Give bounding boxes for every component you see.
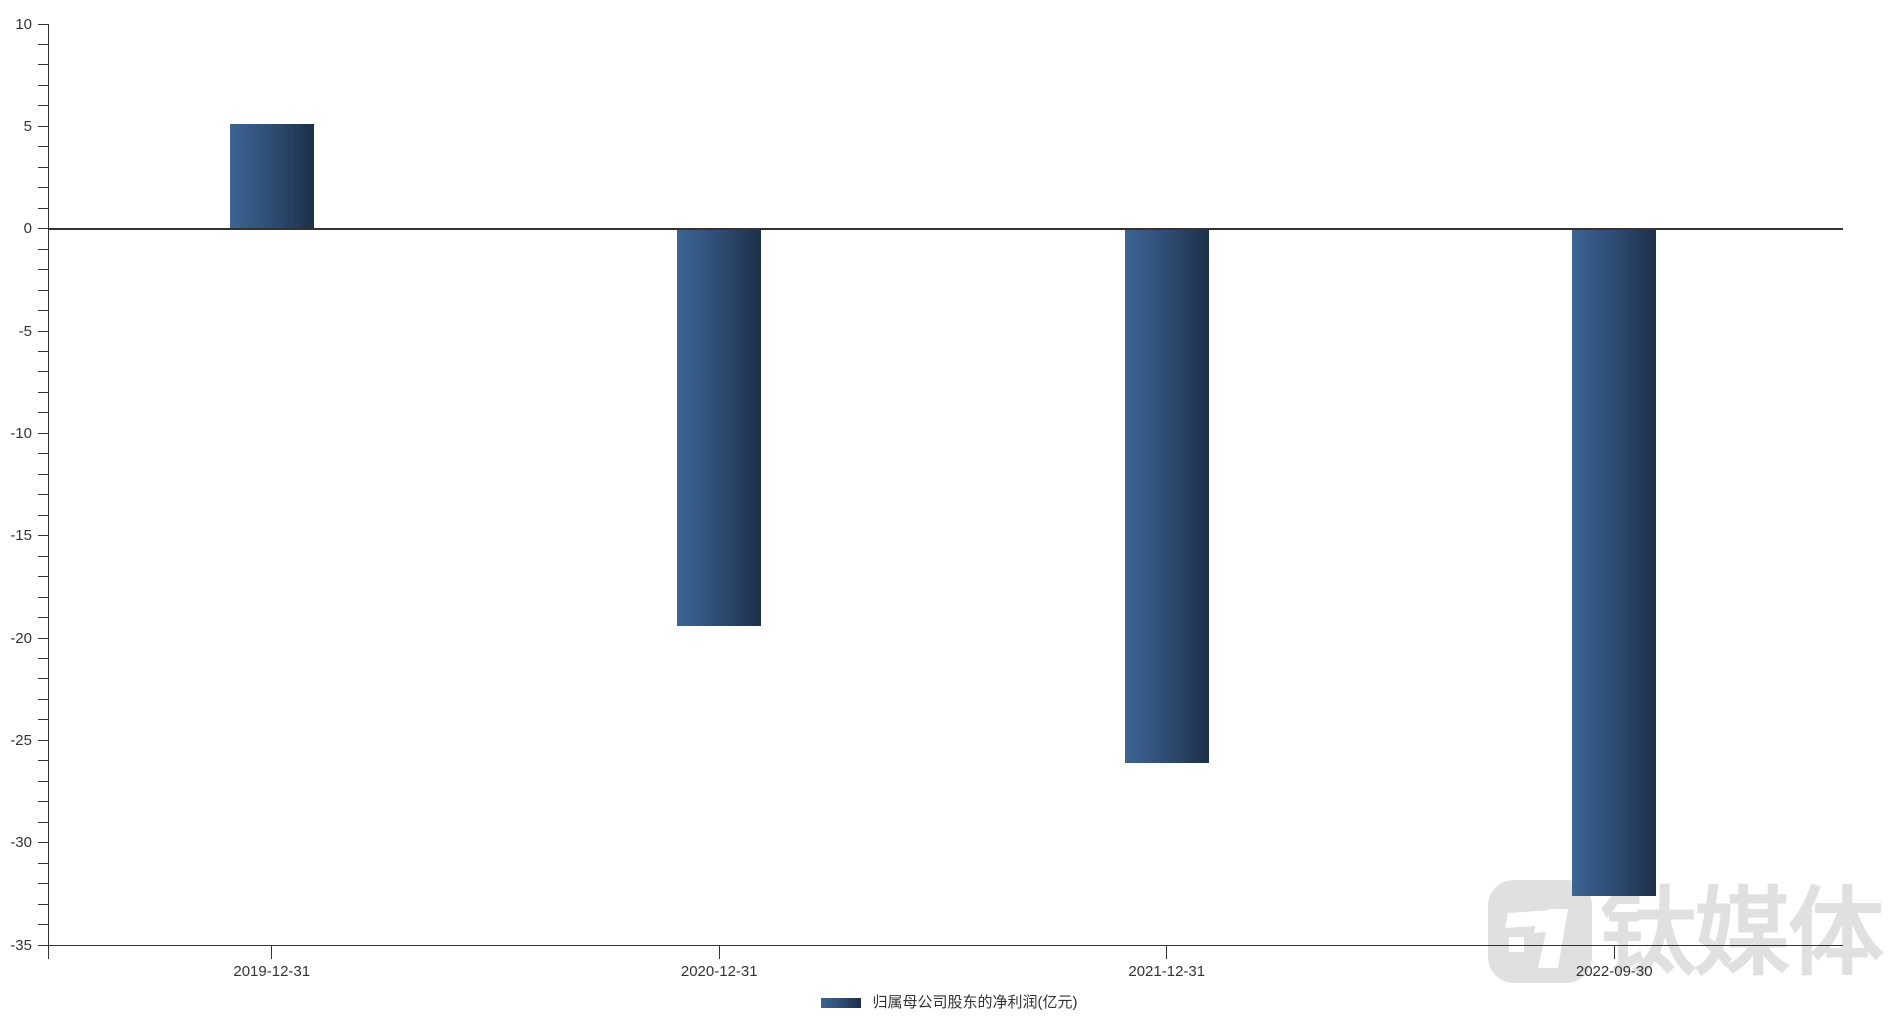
y-tick — [38, 555, 48, 557]
y-tick — [38, 350, 48, 352]
y-tick — [38, 657, 48, 659]
y-axis-label: -30 — [10, 834, 32, 852]
y-tick — [38, 739, 48, 741]
y-axis-label: -5 — [18, 322, 32, 340]
y-tick — [38, 596, 48, 598]
y-tick — [38, 617, 48, 619]
y-tick — [38, 801, 48, 803]
y-tick — [38, 924, 48, 926]
y-tick — [38, 576, 48, 578]
y-axis-label: -35 — [10, 936, 32, 954]
y-tick — [38, 289, 48, 291]
y-tick — [38, 637, 48, 639]
y-tick — [38, 535, 48, 537]
x-tick — [1166, 945, 1168, 959]
y-tick — [38, 84, 48, 86]
y-tick — [38, 23, 48, 25]
y-tick — [38, 412, 48, 414]
y-axis-label: 5 — [23, 117, 32, 135]
x-axis-label: 2019-12-31 — [233, 963, 311, 980]
y-tick — [38, 228, 48, 230]
y-axis-label: -25 — [10, 731, 32, 749]
y-tick — [38, 371, 48, 373]
x-axis-label: 2020-12-31 — [680, 963, 758, 980]
y-tick — [38, 43, 48, 45]
bar-2021-12-31[interactable] — [1124, 228, 1209, 763]
y-tick — [38, 719, 48, 721]
y-tick — [38, 903, 48, 905]
legend-swatch — [820, 998, 861, 1008]
y-axis-label: -15 — [10, 527, 32, 545]
x-axis-line — [48, 944, 1843, 946]
y-tick — [38, 269, 48, 271]
zero-line — [48, 228, 1843, 230]
y-tick — [38, 494, 48, 496]
y-tick — [38, 125, 48, 127]
y-tick — [38, 862, 48, 864]
y-tick — [38, 760, 48, 762]
y-tick — [38, 105, 48, 107]
y-tick — [38, 698, 48, 700]
y-tick — [38, 821, 48, 823]
y-tick — [38, 883, 48, 885]
legend-label: 归属母公司股东的净利润(亿元) — [872, 994, 1078, 1011]
y-tick — [38, 64, 48, 66]
y-axis-label: -10 — [10, 424, 32, 442]
x-axis-label: 2022-09-30 — [1575, 963, 1653, 980]
x-tick — [1613, 945, 1615, 959]
bar-2020-12-31[interactable] — [677, 228, 762, 626]
y-tick — [38, 146, 48, 148]
y-tick — [38, 248, 48, 250]
y-axis-label: -20 — [10, 629, 32, 647]
watermark-text: 钛媒体 — [1600, 880, 1884, 987]
y-tick — [38, 432, 48, 434]
y-tick — [38, 310, 48, 312]
y-tick — [38, 391, 48, 393]
y-tick — [38, 473, 48, 475]
y-tick — [38, 780, 48, 782]
bar-2022-09-30[interactable] — [1572, 228, 1657, 896]
y-tick — [38, 166, 48, 168]
y-tick — [38, 207, 48, 209]
x-tick — [718, 945, 720, 959]
y-tick — [38, 187, 48, 189]
y-axis-label: 0 — [23, 220, 32, 238]
y-tick — [38, 514, 48, 516]
y-tick — [38, 330, 48, 332]
y-tick — [38, 453, 48, 455]
x-tick — [271, 945, 273, 959]
bar-2019-12-31[interactable] — [229, 124, 314, 229]
y-tick — [38, 678, 48, 680]
y-tick — [38, 944, 48, 946]
y-tick — [38, 842, 48, 844]
y-axis-label: 10 — [15, 15, 32, 33]
x-axis-label: 2021-12-31 — [1128, 963, 1206, 980]
legend[interactable]: 归属母公司股东的净利润(亿元) — [0, 994, 1898, 1012]
y-axis-line — [48, 24, 49, 959]
